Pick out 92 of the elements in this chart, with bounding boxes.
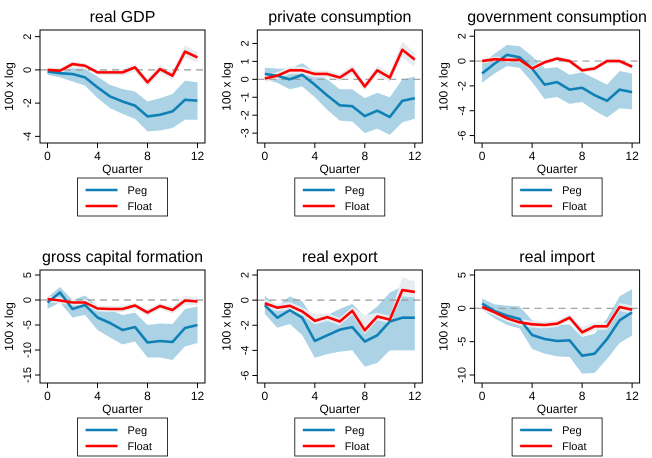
chart-title: private consumption: [268, 9, 412, 26]
legend-label: Float: [128, 201, 152, 213]
chart-title: government consumption: [467, 9, 647, 26]
x-axis-title: Quarter: [319, 402, 360, 416]
x-tick-label: 12: [190, 389, 204, 403]
y-axis-title: 100 x log: [436, 302, 451, 351]
x-tick-label: 0: [44, 149, 52, 163]
chart-title: gross capital formation: [42, 249, 203, 266]
legend-label: Float: [344, 201, 370, 213]
legend-label: Peg: [128, 425, 148, 437]
line-series: [46, 70, 199, 118]
line-series: [264, 304, 416, 343]
line-series: [480, 302, 634, 357]
y-tick-label: 2: [239, 40, 252, 47]
y-tick-label: -4: [239, 345, 252, 356]
x-tick-label: 4: [528, 149, 536, 163]
y-tick-label: -5: [456, 336, 469, 347]
y-axis-title: 100 x log: [436, 62, 451, 111]
legend-label: Float: [128, 441, 152, 453]
legend-label: Peg: [128, 185, 148, 197]
y-tick-label: 1: [239, 58, 252, 64]
y-tick-label: -15: [22, 367, 34, 383]
line-series: [264, 288, 416, 332]
x-tick-label: 12: [190, 149, 204, 163]
y-tick-label: 0: [456, 305, 469, 312]
legend-label: Peg: [344, 185, 364, 197]
y-tick-label: 5: [456, 272, 469, 278]
y-tick-label: -2: [22, 98, 34, 108]
x-tick-label: 8: [578, 149, 586, 163]
y-tick-label: -10: [456, 367, 469, 383]
x-tick-label: 12: [408, 389, 422, 403]
legend-label: Float: [562, 441, 587, 453]
legend-label: Peg: [562, 185, 582, 197]
y-tick-label: -2: [239, 110, 252, 120]
line-series: [46, 50, 199, 84]
y-tick-label: -4: [22, 131, 34, 142]
legend-label: Float: [344, 441, 370, 453]
y-tick-label: -1: [239, 92, 252, 102]
x-axis-title: Quarter: [102, 162, 143, 176]
line-series: [480, 54, 634, 102]
x-tick-label: 0: [261, 149, 268, 163]
x-tick-label: 8: [144, 149, 152, 163]
y-axis-title: 100 x log: [219, 62, 234, 111]
x-tick-label: 12: [625, 389, 640, 403]
x-tick-label: 4: [311, 149, 318, 163]
x-tick-label: 12: [625, 149, 640, 163]
y-tick-label: -6: [239, 370, 252, 380]
x-tick-label: 8: [144, 389, 152, 403]
x-axis-title: Quarter: [102, 402, 143, 416]
y-tick-label: 2: [456, 33, 469, 40]
x-tick-label: 12: [408, 149, 422, 163]
x-axis-title: Quarter: [536, 162, 578, 176]
x-tick-label: 4: [311, 389, 318, 403]
chart-title: real export: [302, 249, 378, 266]
y-tick-label: 2: [22, 34, 34, 40]
line-series: [264, 48, 416, 88]
y-tick-label: 0: [239, 297, 252, 304]
x-axis-title: Quarter: [319, 162, 360, 176]
chart-title: real import: [519, 249, 596, 266]
y-tick-label: 0: [22, 296, 34, 304]
legend-label: Float: [562, 201, 587, 213]
x-tick-label: 4: [94, 149, 102, 163]
y-tick-label: 0: [239, 76, 252, 82]
y-axis-title: 100 x log: [2, 62, 16, 111]
y-tick-label: 5: [22, 272, 34, 278]
x-tick-label: 8: [578, 389, 586, 403]
chart-title: real GDP: [90, 9, 156, 26]
y-tick-label: 2: [239, 272, 252, 278]
y-tick-label: -2: [239, 320, 252, 330]
line-series: [46, 291, 199, 344]
y-tick-label: -3: [239, 128, 252, 138]
legend-label: Peg: [344, 425, 364, 437]
legend-label: Peg: [562, 425, 582, 437]
y-tick-label: -6: [456, 130, 469, 140]
x-tick-label: 0: [478, 149, 486, 163]
y-tick-label: 0: [22, 66, 34, 73]
x-tick-label: 0: [44, 389, 52, 403]
x-tick-label: 8: [361, 389, 368, 403]
y-tick-label: -2: [456, 80, 469, 91]
x-tick-label: 4: [94, 389, 102, 403]
y-axis-title: 100 x log: [2, 302, 16, 351]
y-axis-title: 100 x log: [219, 302, 234, 351]
x-axis-title: Quarter: [536, 402, 578, 416]
x-tick-label: 0: [478, 389, 486, 403]
line-series: [264, 72, 416, 118]
y-tick-label: -5: [22, 320, 34, 330]
y-tick-label: -10: [22, 342, 34, 358]
x-tick-label: 0: [261, 389, 268, 403]
y-tick-label: -4: [456, 106, 469, 116]
y-tick-label: 0: [456, 58, 469, 64]
x-tick-label: 8: [361, 149, 368, 163]
x-tick-label: 4: [528, 389, 536, 403]
